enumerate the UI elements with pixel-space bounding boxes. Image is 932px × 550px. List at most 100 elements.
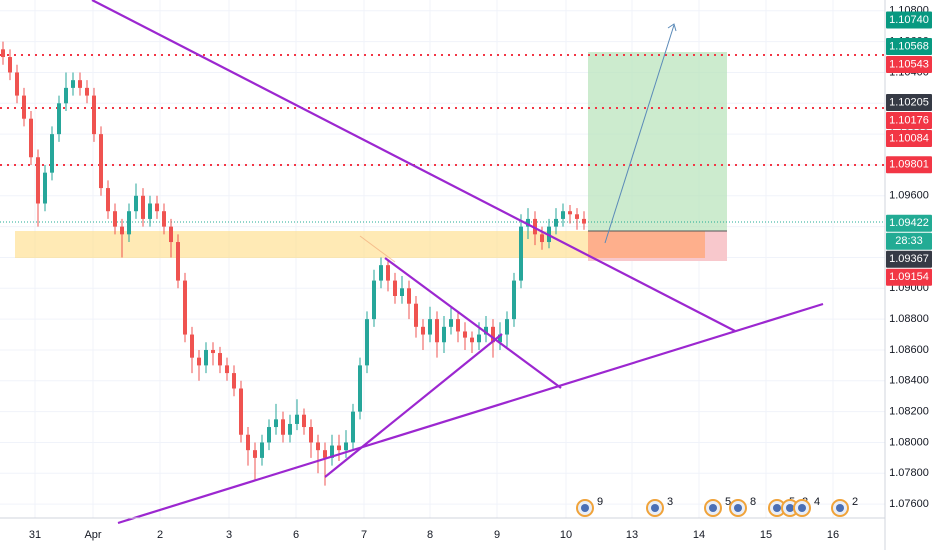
candle-body [393,280,397,296]
y-tick-label: 1.08800 [889,313,929,325]
price-tag-label: 1.09801 [889,159,929,171]
candle-body [43,172,47,204]
candle-body [295,414,299,424]
candle-body [449,319,453,327]
candle-body [148,203,152,219]
candle-body [456,319,460,332]
candle-body [267,427,271,443]
y-tick-label: 1.08400 [889,375,929,387]
candle-body [127,211,131,235]
events: 93585242 [576,496,858,517]
arrow-head [667,23,677,32]
price-tag-label: 28:33 [895,235,923,247]
x-tick-label: 6 [293,529,299,541]
candle-body [477,334,481,343]
event-flag [773,504,781,512]
price-tag [886,214,932,232]
price-tag [886,94,932,112]
candle-body [568,211,572,215]
target-zone [588,52,727,231]
candle-body [470,337,474,343]
y-tick-label: 1.08600 [889,344,929,356]
candle-body [1,49,5,58]
candle-body [190,334,194,358]
candle-body [288,423,292,435]
candle-body [575,214,579,219]
candle-body [239,388,243,435]
candle-body [533,218,537,235]
candle-body [421,326,425,335]
candle-body [323,450,327,458]
event-flag [836,504,844,512]
price-tag [886,250,932,268]
candle-body [484,326,488,335]
candle-body [582,218,586,224]
candle-body [442,326,446,343]
event-count: 5 [725,496,731,508]
candle-body [22,95,26,119]
price-tag-label: 1.10740 [889,14,929,26]
price-tag [886,38,932,56]
y-tick-label: 1.09600 [889,190,929,202]
x-tick-label: Apr [84,529,101,541]
candle-body [302,414,306,428]
price-tag-label: 1.10543 [889,58,929,70]
event-count: 2 [852,496,858,508]
y-tick-label: 1.08200 [889,406,929,418]
event-flag [786,504,794,512]
trendline [384,257,562,389]
candle-body [78,80,82,88]
x-tick-label: 13 [626,529,638,541]
candle-body [463,331,467,338]
event-flag [651,504,659,512]
candle-body [120,226,124,235]
candle-body [414,303,418,327]
candle-body [309,427,313,443]
trendline [324,333,503,478]
price-tag-label: 1.09154 [889,271,929,283]
candle-body [561,211,565,219]
price-tag-label: 1.10568 [889,40,929,52]
projection-arrow [604,24,675,244]
candle-body [218,353,222,366]
candle-body [519,226,523,281]
event-count: 9 [597,496,603,508]
guide-line [359,235,396,263]
candle-body [85,87,89,96]
candle-body [337,445,341,451]
price-tag-label: 1.10176 [889,114,929,126]
candle-body [365,319,369,366]
candle-body [113,211,117,227]
candle-body [246,434,250,451]
candle-body [400,288,404,296]
price-tags: 1.10740 1.10568 1.10543 1.10205 1.10176 1.100… [886,11,932,286]
candle-body [197,357,201,366]
price-tag [886,112,932,130]
candle-body [211,349,215,354]
price-tag-label: 1.09367 [889,253,929,265]
price-tag [886,232,932,250]
candle-body [407,288,411,304]
candle-body [15,72,19,96]
candle-body [162,211,166,227]
x-tick-label: 14 [693,529,705,541]
event-count: 8 [750,496,756,508]
candle-body [344,442,348,451]
candle-body [386,265,390,281]
y-tick-label: 1.08000 [889,436,929,448]
candle-body [260,442,264,458]
y-tick-label: 1.07800 [889,467,929,479]
candle-body [316,442,320,451]
candle-body [99,134,103,189]
candle-body [225,365,229,374]
price-tag [886,11,932,29]
x-tick-label: 7 [361,529,367,541]
x-tick-label: 3 [226,529,232,541]
candle-body [540,234,544,243]
candle-body [183,280,187,335]
price-tag [886,156,932,174]
candle-body [106,188,110,212]
support-zone [15,231,590,258]
candle-body [554,218,558,227]
